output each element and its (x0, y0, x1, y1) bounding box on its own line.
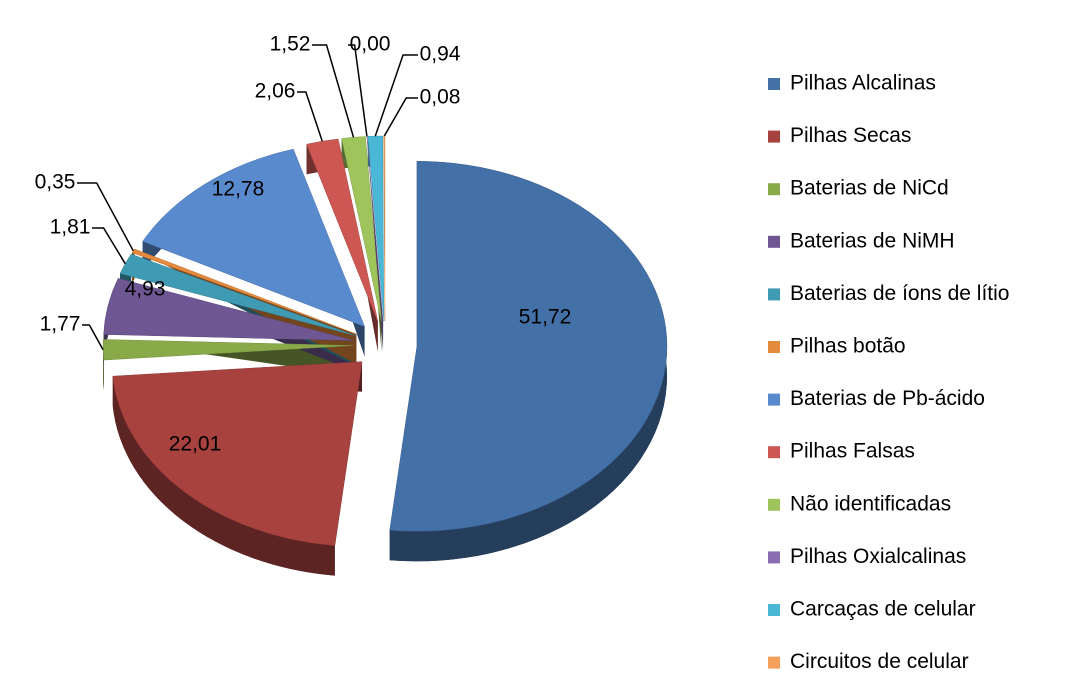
legend-swatch (768, 656, 780, 669)
slice-side (366, 136, 383, 352)
legend-swatch (768, 604, 780, 616)
legend-label: Baterias de NiMH (790, 229, 955, 252)
leader-line (348, 44, 368, 137)
legend-swatch (768, 341, 780, 353)
legend-swatch (768, 498, 780, 511)
data-label: 51,72 (519, 306, 572, 329)
legend-label: Baterias de Pb-ácido (790, 387, 985, 410)
leader-line (92, 227, 126, 265)
legend-label: Carcaças de celular (790, 598, 976, 621)
data-label: 1,52 (270, 33, 311, 56)
data-label: 22,01 (169, 433, 222, 456)
slice (112, 361, 363, 546)
legend-label: Pilhas Secas (790, 124, 911, 147)
leader-line (297, 91, 323, 142)
legend-label: Não identificadas (790, 492, 951, 515)
data-label: 1,77 (40, 313, 81, 336)
slice (102, 339, 354, 361)
slice (306, 138, 379, 322)
legend-swatch (768, 130, 780, 143)
data-label: 4,93 (125, 278, 166, 301)
slice (103, 278, 354, 341)
leader-line (77, 182, 134, 252)
slice (389, 161, 668, 532)
legend-label: Pilhas Falsas (790, 440, 915, 463)
leader-line (374, 54, 418, 137)
legend-swatch (768, 183, 780, 196)
data-label: 0,00 (350, 33, 391, 56)
legend-swatch (768, 446, 780, 459)
leader-line (82, 324, 104, 351)
legend-swatch (768, 288, 780, 301)
leader-line (312, 44, 355, 138)
legend-swatch (768, 551, 780, 564)
legend-label: Pilhas botão (790, 335, 906, 358)
data-label: 1,81 (50, 216, 91, 239)
legend-label: Pilhas Oxialcalinas (790, 545, 966, 568)
legend-swatch (768, 235, 780, 248)
legend-swatch (768, 78, 780, 90)
legend-swatch (768, 393, 780, 406)
data-label: 0,08 (420, 86, 461, 109)
data-label: 12,78 (212, 178, 265, 201)
data-label: 2,06 (255, 80, 296, 103)
leader-line (383, 97, 418, 137)
slice-wall (112, 376, 335, 576)
legend-label: Baterias de NiCd (790, 177, 949, 200)
data-label: 0,35 (35, 171, 76, 194)
legend-label: Circuitos de celular (790, 650, 969, 673)
slice-wall (103, 339, 104, 391)
legend-label: Baterias de íons de lítio (790, 282, 1009, 305)
legend-label: Pilhas Alcalinas (790, 72, 936, 95)
data-label: 0,94 (420, 43, 461, 66)
slice (142, 148, 366, 327)
